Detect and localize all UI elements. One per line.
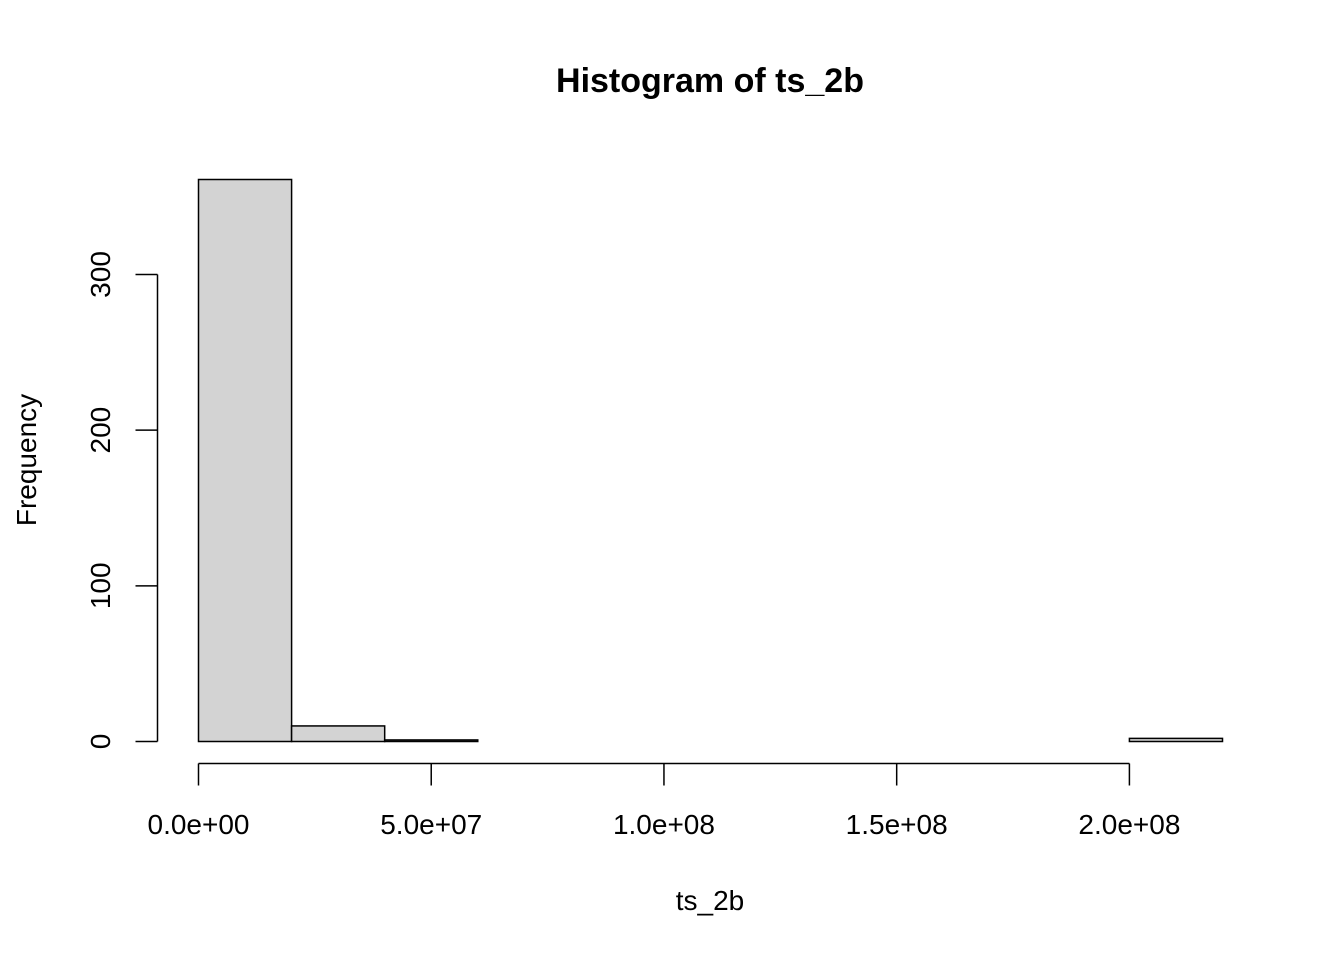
y-tick-label: 200 — [85, 407, 116, 454]
x-tick-label: 0.0e+00 — [148, 809, 250, 840]
x-tick-label: 1.0e+08 — [613, 809, 715, 840]
x-axis: 0.0e+00 5.0e+07 1.0e+08 1.5e+08 2.0e+08 — [148, 762, 1180, 840]
x-axis-label: ts_2b — [676, 885, 745, 916]
histogram-bar — [197, 178, 293, 743]
x-tick-label: 5.0e+07 — [380, 809, 482, 840]
histogram-bar — [290, 725, 386, 743]
x-tick-label: 1.5e+08 — [846, 809, 948, 840]
y-tick-label: 300 — [85, 251, 116, 298]
y-axis: 0 100 200 300 — [85, 251, 159, 750]
y-tick-label: 0 — [85, 734, 116, 750]
histogram-bar — [383, 739, 479, 743]
x-tick-label: 2.0e+08 — [1078, 809, 1180, 840]
histogram-bar — [1128, 737, 1224, 743]
y-axis-label: Frequency — [11, 394, 42, 526]
y-tick-label: 100 — [85, 562, 116, 609]
histogram-bars — [197, 178, 1224, 743]
chart-title: Histogram of ts_2b — [556, 62, 864, 100]
